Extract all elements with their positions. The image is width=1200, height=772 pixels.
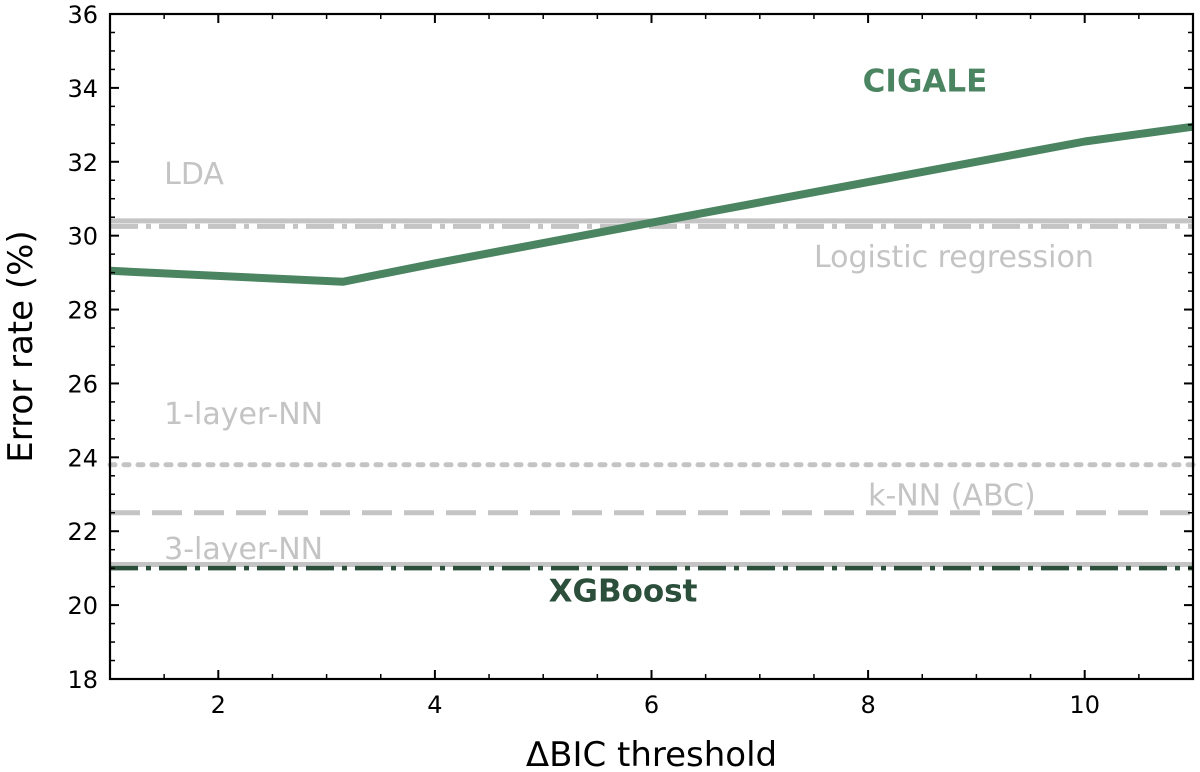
y-tick-label: 20 xyxy=(67,592,98,620)
y-tick-label: 24 xyxy=(67,444,98,472)
y-tick-label: 30 xyxy=(67,223,98,251)
series-layer xyxy=(109,122,1194,286)
annotation-1-layer-nn: 1-layer-NN xyxy=(164,397,323,432)
annotation-cigale: CIGALE xyxy=(863,64,988,100)
annotations-layer: CIGALE LDA Logistic regression 1-layer-NN k-… xyxy=(164,64,1094,610)
minor-ticks xyxy=(109,14,1194,679)
y-axis-title: Error rate (%) xyxy=(1,230,41,462)
annotation-lda: LDA xyxy=(164,157,224,192)
series-line-cigale xyxy=(109,122,1194,286)
annotation-logistic-regression: Logistic regression xyxy=(814,240,1094,275)
annotation-xgboost: XGBoost xyxy=(549,573,698,609)
x-tick-label: 6 xyxy=(644,691,659,719)
x-tick-label: 2 xyxy=(211,691,226,719)
y-tick-label: 36 xyxy=(67,1,98,29)
annotation-3-layer-nn: 3-layer-NN xyxy=(164,532,323,567)
y-tick-label: 18 xyxy=(67,666,98,694)
y-tick-label: 28 xyxy=(67,297,98,325)
y-tick-label: 22 xyxy=(67,518,98,546)
y-tick-label: 26 xyxy=(67,370,98,398)
annotation-k-nn-abc: k-NN (ABC) xyxy=(868,478,1036,513)
x-axis-ticks: 2 4 6 8 10 xyxy=(211,14,1100,719)
x-tick-label: 4 xyxy=(427,691,442,719)
x-axis-title: ΔBIC threshold xyxy=(526,735,777,772)
y-tick-label: 34 xyxy=(67,75,98,103)
y-tick-label: 32 xyxy=(67,149,98,177)
y-axis-ticks: 18 20 22 24 26 28 30 32 34 36 xyxy=(67,1,1193,694)
x-tick-label: 10 xyxy=(1069,691,1100,719)
x-tick-label: 8 xyxy=(860,691,875,719)
